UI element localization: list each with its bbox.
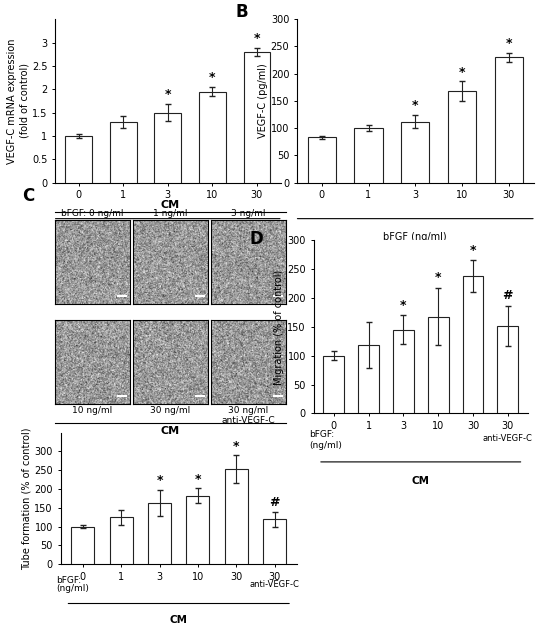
Text: 10 ng/ml: 10 ng/ml [73,406,113,415]
Text: *: * [209,71,216,84]
Y-axis label: Migration (% of control): Migration (% of control) [274,269,284,385]
Y-axis label: VEGF-C (pg/ml): VEGF-C (pg/ml) [258,63,268,138]
Bar [110,122,136,183]
Bar [402,122,429,183]
Bar [428,317,449,413]
Bar [155,113,181,183]
Text: *: * [400,299,406,312]
Bar [358,345,379,413]
Text: #: # [270,496,280,509]
Text: CM: CM [161,426,180,436]
Text: 30 ng/ml: 30 ng/ml [150,406,191,415]
Bar [225,469,248,564]
Text: #: # [503,289,513,302]
Text: *: * [195,473,201,486]
Text: 30 ng/ml
anti-VEGF-C: 30 ng/ml anti-VEGF-C [222,406,275,425]
Text: bFGF:: bFGF: [309,429,334,438]
Bar [199,92,226,183]
Text: CM: CM [170,615,188,626]
Bar [72,526,94,564]
Text: bFGF: 0 ng/ml: bFGF: 0 ng/ml [62,209,124,218]
Text: *: * [164,88,171,101]
Text: *: * [233,440,240,453]
Text: *: * [156,474,163,488]
Bar [308,137,336,183]
Bar [393,329,414,413]
Bar [497,326,518,413]
Text: C: C [22,187,34,205]
Text: *: * [435,271,442,284]
Text: CM: CM [161,199,180,210]
Bar [494,58,522,183]
Bar [244,52,270,183]
Bar [355,128,383,183]
Text: *: * [470,244,476,256]
Bar [448,91,476,183]
Text: 3 ng/ml: 3 ng/ml [231,209,266,218]
Y-axis label: VEGF-C mRNA expression
(fold of control): VEGF-C mRNA expression (fold of control) [8,38,29,163]
Text: bFGF (ng/ml): bFGF (ng/ml) [136,231,200,242]
Text: bFGF (ng/ml): bFGF (ng/ml) [383,231,447,242]
Text: B: B [235,3,248,21]
Text: bFGF:: bFGF: [56,576,81,585]
Text: CM: CM [412,476,430,486]
Text: *: * [459,65,465,79]
Text: (ng/ml): (ng/ml) [56,584,89,593]
Text: anti-VEGF-C: anti-VEGF-C [250,580,300,589]
Bar [186,495,210,564]
Y-axis label: Tube formation (% of control): Tube formation (% of control) [21,427,31,570]
Text: anti-VEGF-C: anti-VEGF-C [483,433,533,443]
Text: *: * [412,99,419,112]
Text: *: * [505,37,512,50]
Text: *: * [254,33,260,46]
Text: 1 ng/ml: 1 ng/ml [153,209,188,218]
Bar [463,276,483,413]
Text: (ng/ml): (ng/ml) [309,441,342,450]
Bar [263,519,286,564]
Bar [148,503,171,564]
Bar [323,356,344,413]
Bar [65,136,92,183]
Bar [109,517,133,564]
Text: D: D [249,230,263,248]
